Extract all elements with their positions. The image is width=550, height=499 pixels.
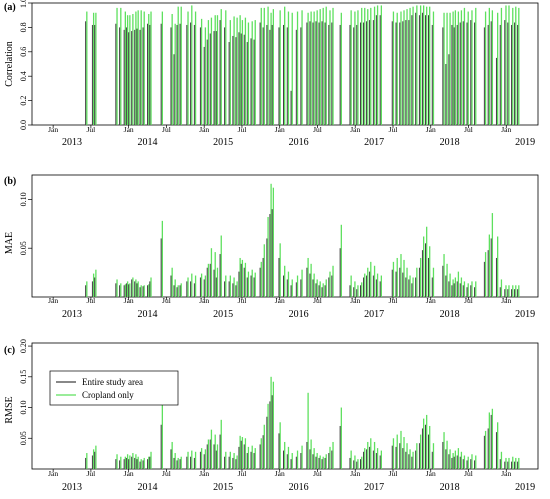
x-tick-label: Jul <box>313 469 322 478</box>
x-tick-label: Jan <box>275 296 285 305</box>
x-tick-label: Jul <box>389 125 398 134</box>
y-tick-label: 0.2 <box>19 96 28 106</box>
x-tick-label: Jan <box>350 469 360 478</box>
year-label: 2013 <box>62 137 82 148</box>
year-label: 2014 <box>138 137 158 148</box>
x-tick-label: Jan <box>199 469 209 478</box>
x-tick-label: Jul <box>162 296 171 305</box>
y-tick-label: 0.10 <box>19 401 28 415</box>
year-label: 2014 <box>138 482 158 493</box>
x-tick-label: Jan <box>426 469 436 478</box>
legend-label: Entire study area <box>82 377 143 387</box>
x-tick-label: Jan <box>199 296 209 305</box>
x-tick-label: Jan <box>350 125 360 134</box>
x-tick-label: Jul <box>87 296 96 305</box>
y-axis-label: RMSE <box>4 396 15 423</box>
year-label: 2016 <box>289 309 309 320</box>
x-tick-label: Jan <box>48 296 58 305</box>
year-label: 2013 <box>62 309 82 320</box>
x-tick-label: Jul <box>238 469 247 478</box>
y-tick-label: 1.0 <box>19 0 28 8</box>
y-axis-label: Correlation <box>4 41 15 87</box>
x-tick-label: Jan <box>501 296 511 305</box>
legend: Entire study area Cropland only <box>49 370 179 406</box>
x-tick-label: Jan <box>426 296 436 305</box>
x-tick-label: Jul <box>389 469 398 478</box>
x-tick-label: Jul <box>238 296 247 305</box>
year-label: 2017 <box>364 137 384 148</box>
legend-label: Cropland only <box>82 390 134 400</box>
year-label: 2016 <box>289 137 309 148</box>
x-tick-label: Jul <box>464 125 473 134</box>
year-label: 2019 <box>515 482 535 493</box>
legend-box <box>49 370 179 406</box>
year-label: 2013 <box>62 482 82 493</box>
x-tick-label: Jul <box>464 296 473 305</box>
year-label: 2018 <box>440 482 460 493</box>
y-tick-label: 0.20 <box>19 339 28 353</box>
y-tick-label: 0.4 <box>19 71 28 81</box>
x-tick-label: Jan <box>48 125 58 134</box>
x-tick-label: Jan <box>124 125 134 134</box>
x-tick-label: Jul <box>464 469 473 478</box>
y-tick-label: 0.6 <box>19 47 28 57</box>
year-label: 2017 <box>364 482 384 493</box>
x-tick-label: Jan <box>426 125 436 134</box>
y-tick-label: 0.05 <box>19 431 28 445</box>
panel-label: (c) <box>4 345 15 356</box>
x-tick-label: Jul <box>389 296 398 305</box>
year-label: 2018 <box>440 309 460 320</box>
x-tick-label: Jan <box>275 125 285 134</box>
chart-panel-rmse: (c) RMSE 0.05 0.10 0.15 0.20 Jan Jul Jan Jul Jan Ju… <box>4 339 539 493</box>
x-tick-label: Jan <box>124 296 134 305</box>
x-tick-label: Jul <box>87 469 96 478</box>
y-tick-label: 0.10 <box>19 192 28 206</box>
x-tick-label: Jul <box>313 296 322 305</box>
chart-panel-mae: (b) MAE 0.05 0.10 Jan Jul Jan Jul Jan Jul Jan Jul Ja… <box>4 174 539 320</box>
x-tick-label: Jul <box>87 125 96 134</box>
y-tick-label: 0.8 <box>19 22 28 32</box>
y-axis-label: MAE <box>4 232 15 254</box>
x-tick-label: Jan <box>199 125 209 134</box>
x-tick-label: Jan <box>48 469 58 478</box>
y-tick-label: 0.15 <box>19 370 28 384</box>
year-label: 2019 <box>515 309 535 320</box>
x-tick-label: Jan <box>501 125 511 134</box>
panel-label: (b) <box>4 176 16 187</box>
year-label: 2015 <box>213 137 233 148</box>
x-tick-label: Jan <box>275 469 285 478</box>
y-tick-label: 0.0 <box>19 120 28 130</box>
year-label: 2017 <box>364 309 384 320</box>
x-tick-label: Jan <box>350 296 360 305</box>
year-label: 2019 <box>515 137 535 148</box>
x-tick-label: Jan <box>501 469 511 478</box>
year-label: 2015 <box>213 309 233 320</box>
year-label: 2018 <box>440 137 460 148</box>
x-tick-label: Jul <box>162 125 171 134</box>
x-tick-label: Jan <box>124 469 134 478</box>
x-tick-label: Jul <box>238 125 247 134</box>
year-label: 2015 <box>213 482 233 493</box>
y-tick-label: 0.05 <box>19 241 28 255</box>
chart-panel-correlation: (a) Correlation 0.0 0.2 0.4 0.6 0.8 1.0 Jan Jul Ja… <box>4 0 539 148</box>
year-label: 2016 <box>289 482 309 493</box>
x-tick-label: Jul <box>313 125 322 134</box>
x-tick-label: Jul <box>162 469 171 478</box>
panel-label: (a) <box>4 2 16 13</box>
year-label: 2014 <box>138 309 158 320</box>
